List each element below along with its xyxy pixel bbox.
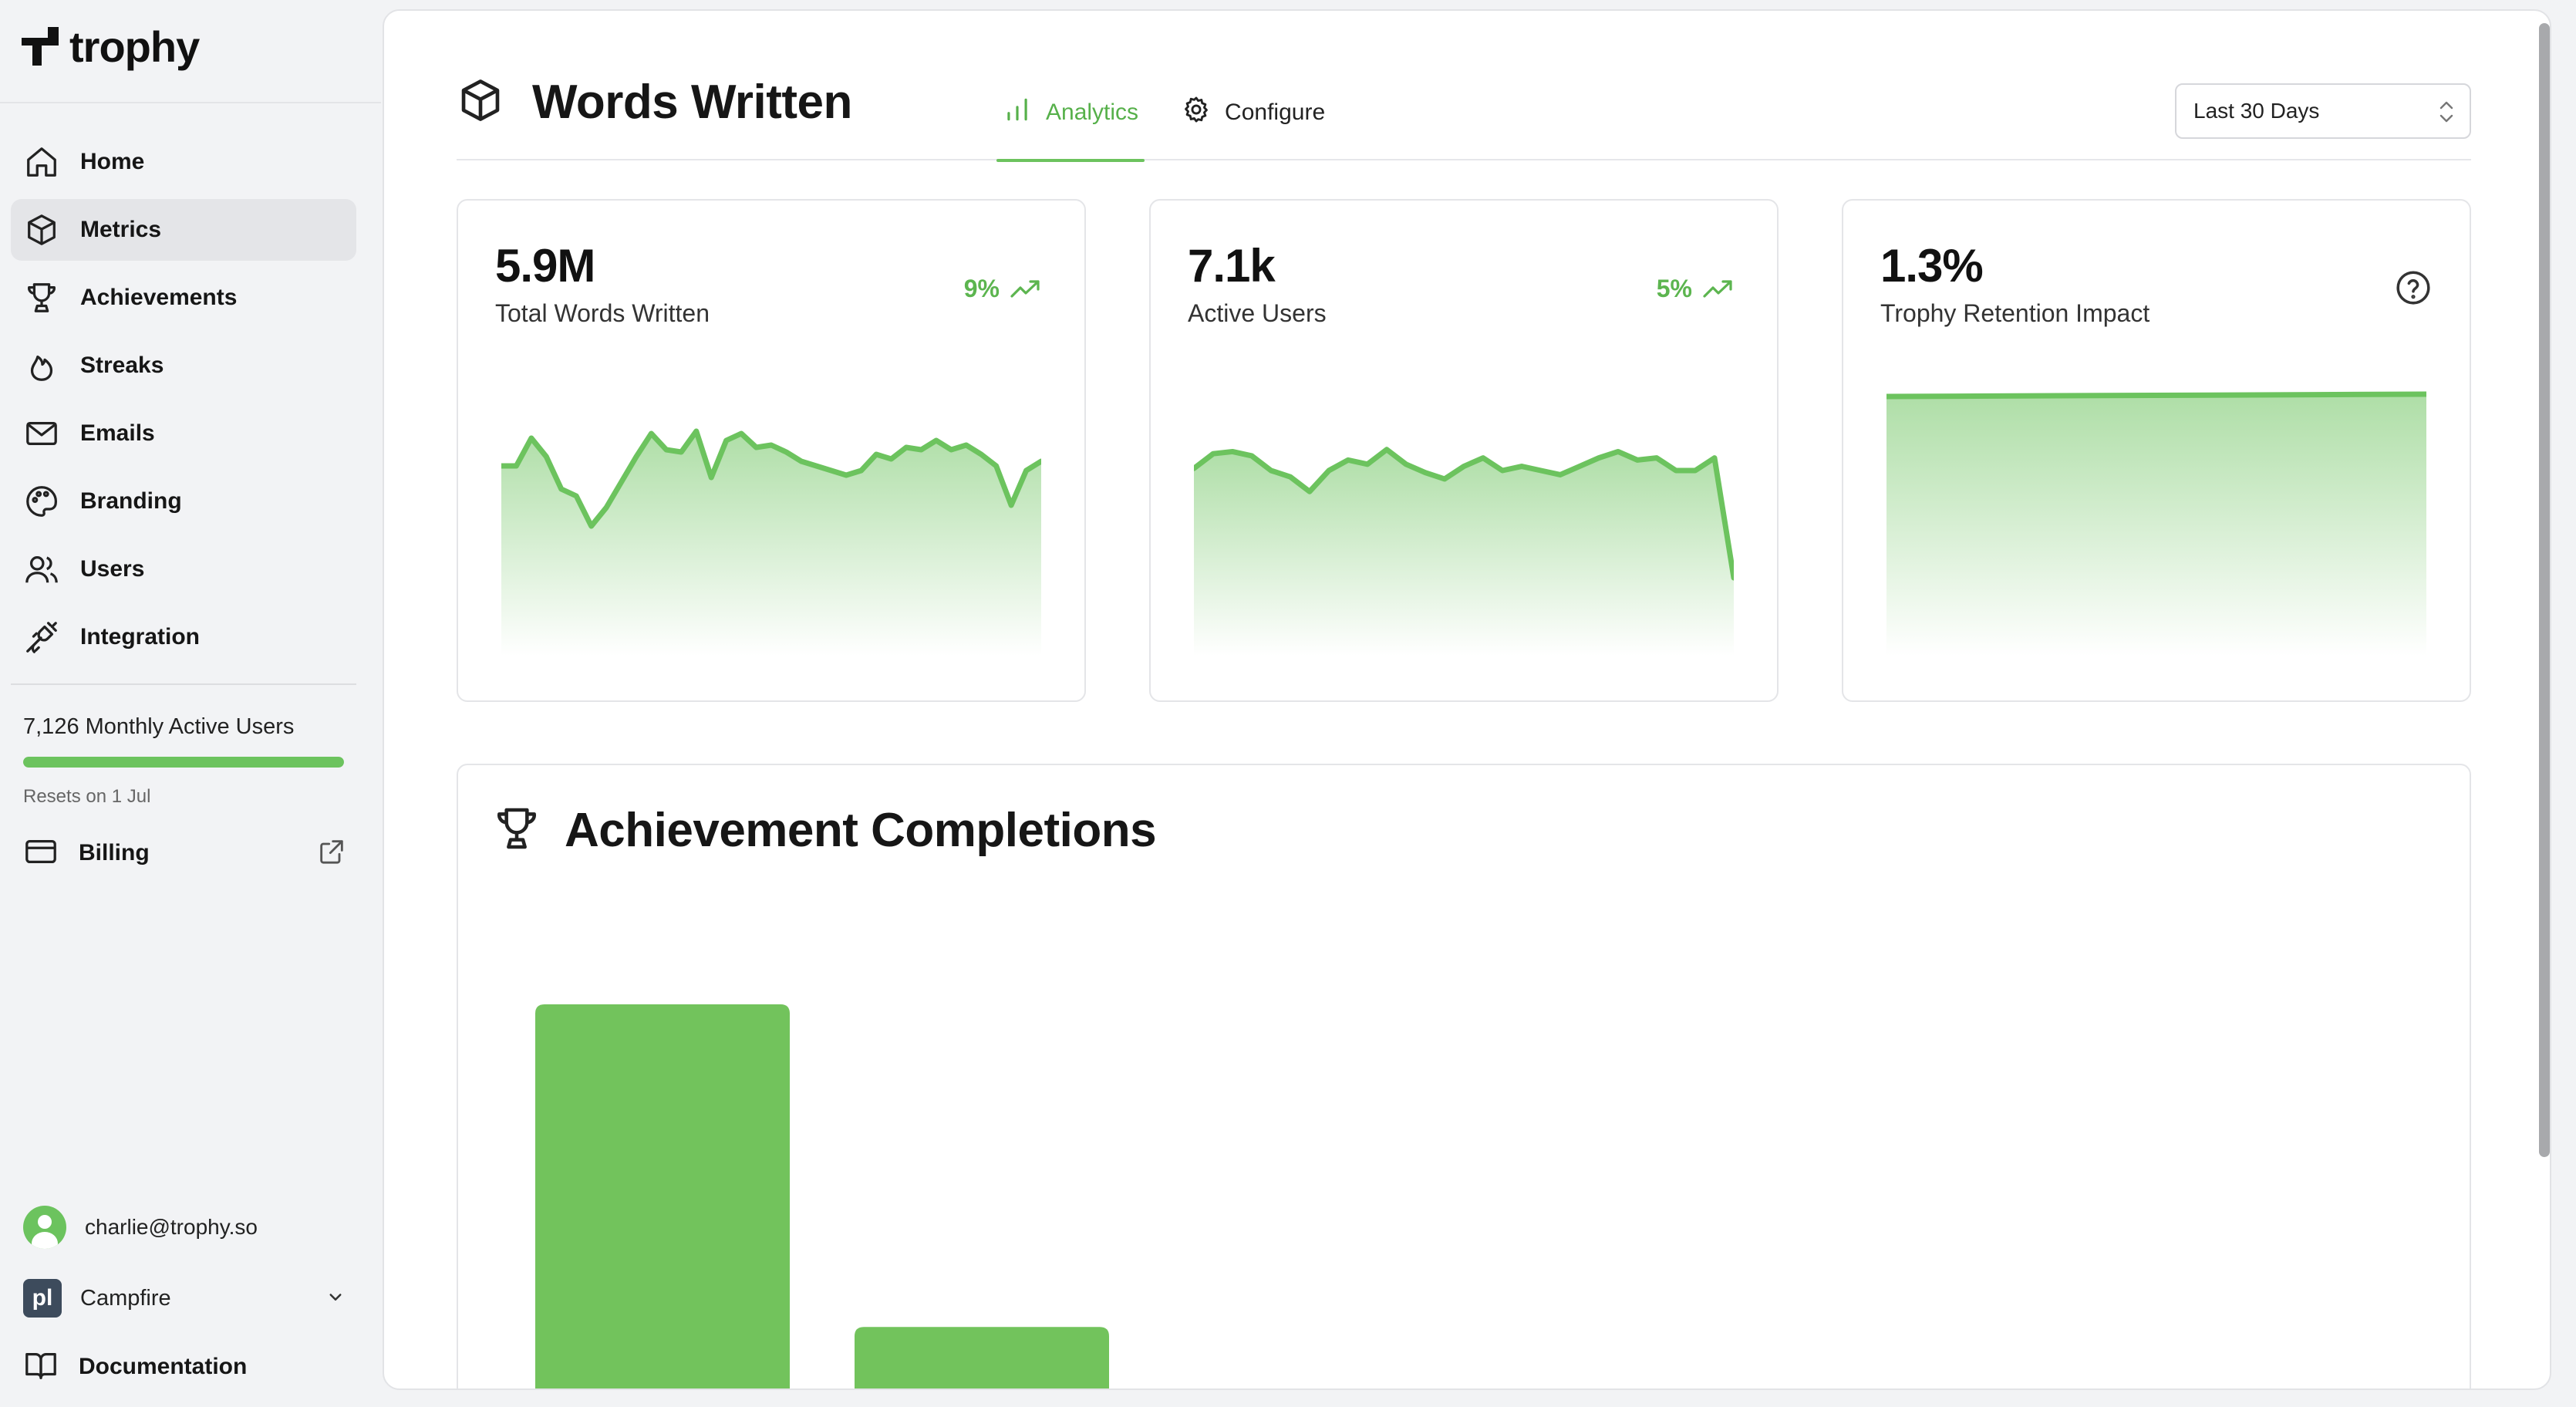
sidebar-item-emails[interactable]: Emails (11, 403, 356, 464)
metric-label: Active Users (1188, 299, 1327, 327)
metric-cards: 5.9M Total Words Written 9% 7.1k Active … (457, 199, 2471, 702)
flame-icon (23, 347, 60, 384)
sidebar-item-achievements[interactable]: Achievements (11, 267, 356, 329)
sparkline-line (1886, 394, 2426, 396)
cube-icon (23, 211, 60, 248)
home-icon (23, 143, 60, 181)
usage-text: 7,126 Monthly Active Users (23, 714, 295, 739)
plug-icon (23, 619, 60, 656)
usage-reset-text: Resets on 1 Jul (23, 786, 151, 807)
page-tabs: Analytics Configure (996, 65, 1362, 162)
trend-value: 5% (1656, 275, 1692, 302)
main-panel: Words Written Analytics Configure Last 3… (383, 9, 2551, 1390)
help-circle-icon[interactable] (2394, 268, 2433, 307)
sidebar-item-streaks[interactable]: Streaks (11, 335, 356, 396)
book-icon (23, 1348, 59, 1387)
org-logo: pl (23, 1279, 62, 1318)
usage-meter: 7,126 Monthly Active Users Resets on 1 J… (23, 714, 347, 808)
trending-up-icon (1703, 279, 1732, 298)
sidebar-item-label: Emails (80, 420, 155, 446)
sidebar-item-label: Users (80, 556, 145, 582)
billing-link[interactable]: Billing (23, 830, 347, 876)
metric-label: Total Words Written (495, 299, 710, 327)
documentation-link[interactable]: Documentation (23, 1345, 247, 1388)
metric-value: 5.9M (495, 240, 595, 292)
sidebar-item-home[interactable]: Home (11, 131, 356, 193)
sidebar-item-integration[interactable]: Integration (11, 606, 356, 668)
sidebar-item-label: Achievements (80, 285, 238, 310)
chevron-down-icon (324, 1285, 347, 1312)
bar-chart-icon (1003, 95, 1032, 130)
trophy-icon (492, 804, 541, 857)
external-link-icon[interactable] (316, 836, 347, 871)
sidebar-divider (11, 683, 356, 685)
trend-badge: 5% (1657, 275, 1734, 303)
tab-label: Configure (1225, 100, 1326, 125)
app-logo[interactable]: trophy (22, 22, 200, 71)
date-range-select[interactable]: Last 30 Days (2175, 83, 2471, 139)
sidebar-item-label: Streaks (80, 353, 164, 378)
mail-icon (23, 415, 60, 452)
sidebar-item-metrics[interactable]: Metrics (11, 199, 356, 261)
tab-label: Analytics (1046, 100, 1139, 125)
metric-value: 7.1k (1188, 240, 1276, 292)
section-title-group: Achievement Completions (492, 799, 1157, 861)
sidebar-item-label: Integration (80, 624, 200, 650)
user-email: charlie@trophy.so (85, 1215, 258, 1239)
metric-card-retention-impact: 1.3% Trophy Retention Impact (1842, 199, 2471, 702)
trophy-icon (23, 279, 60, 316)
trend-value: 9% (963, 275, 1000, 302)
user-account[interactable]: charlie@trophy.so (23, 1205, 258, 1250)
achievement-completions-card: Achievement Completions (457, 764, 2471, 1388)
bar-2 (855, 1327, 1109, 1388)
metric-value: 1.3% (1880, 240, 1984, 292)
sidebar-item-label: Home (80, 149, 145, 174)
gear-icon (1182, 95, 1211, 130)
avatar (23, 1206, 66, 1249)
sidebar-divider (0, 102, 381, 103)
trend-badge: 9% (964, 275, 1041, 303)
sidebar-nav: Home Metrics Achievements Streaks Emails (11, 131, 356, 674)
bar-1 (535, 1004, 790, 1388)
app-name: trophy (69, 22, 200, 71)
billing-label: Billing (79, 840, 150, 865)
sidebar-item-label: Branding (80, 488, 182, 514)
section-title: Achievement Completions (565, 803, 1157, 857)
sparkline-area (1194, 449, 1734, 656)
usage-progress-bar (23, 757, 344, 768)
palette-icon (23, 483, 60, 520)
page-title-group: Words Written (457, 65, 852, 139)
metric-label: Trophy Retention Impact (1880, 299, 2150, 327)
sidebar-item-branding[interactable]: Branding (11, 471, 356, 532)
achievement-bar-chart (535, 1004, 1109, 1388)
date-range-value: Last 30 Days (2193, 99, 2320, 123)
select-updown-icon (2439, 101, 2453, 123)
documentation-label: Documentation (79, 1354, 248, 1379)
usage-progress-fill (23, 757, 344, 768)
credit-card-icon (23, 834, 59, 873)
org-switcher[interactable]: pl Campfire (23, 1276, 347, 1321)
scrollbar[interactable] (2539, 23, 2550, 1157)
page-title: Words Written (532, 75, 852, 129)
org-name: Campfire (80, 1285, 171, 1311)
sparkline-line (1194, 450, 1734, 578)
sidebar-item-label: Metrics (80, 217, 162, 242)
sparkline-chart (501, 378, 1041, 656)
cube-icon (457, 76, 504, 128)
sidebar-item-users[interactable]: Users (11, 538, 356, 600)
sparkline-chart (1194, 378, 1734, 656)
trending-up-icon (1010, 279, 1040, 298)
sparkline-area (1886, 394, 2426, 656)
users-icon (23, 551, 60, 588)
sparkline-chart (1886, 378, 2426, 656)
trophy-logo-icon (22, 27, 59, 66)
metric-card-total-words: 5.9M Total Words Written 9% (457, 199, 1086, 702)
tab-configure[interactable]: Configure (1175, 65, 1331, 160)
sparkline-line (501, 431, 1041, 526)
metric-card-active-users: 7.1k Active Users 5% (1149, 199, 1779, 702)
tab-analytics[interactable]: Analytics (996, 65, 1145, 162)
page-header: Words Written Analytics Configure Last 3… (457, 65, 2471, 162)
sparkline-area (501, 431, 1041, 656)
sidebar: trophy Home Metrics Achievements Streak (0, 0, 381, 1407)
